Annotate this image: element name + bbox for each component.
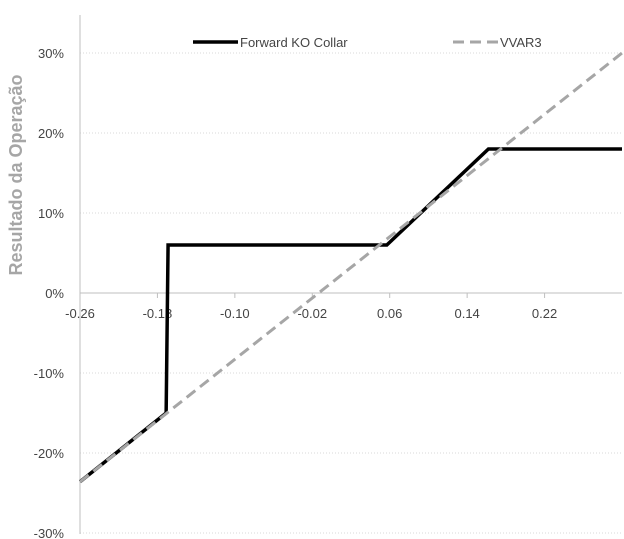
axes [79,15,622,534]
gridlines [80,52,622,534]
y-tick-label: 10% [38,206,64,221]
y-tick-labels: -30% -20% -10% 0% 10% 20% 30% [34,46,65,539]
x-tick-label: 0.06 [377,306,402,321]
x-tick-label: -0.26 [65,306,95,321]
y-tick-label: -10% [34,366,65,381]
legend: Forward KO Collar VVAR3 [193,35,542,50]
y-tick-label: 0% [45,286,64,301]
y-tick-label: 30% [38,46,64,61]
legend-vvar3-label: VVAR3 [500,35,542,50]
y-tick-label: -20% [34,446,65,461]
series-lines [78,51,623,484]
x-tick-label: -0.02 [297,306,327,321]
x-tick-label: 0.14 [454,306,479,321]
y-tick-label: 20% [38,126,64,141]
x-tick-labels: -0.26 -0.18 -0.10 -0.02 0.06 0.14 0.22 [65,306,557,321]
y-axis-label: Resultado da Operação [6,74,26,275]
legend-forward-ko-collar-label: Forward KO Collar [240,35,348,50]
x-tick-label: -0.10 [220,306,250,321]
series-line-vvar3 [79,51,623,483]
x-tick-label: -0.18 [143,306,173,321]
y-tick-label: -30% [34,526,65,539]
x-tick-label: 0.22 [532,306,557,321]
